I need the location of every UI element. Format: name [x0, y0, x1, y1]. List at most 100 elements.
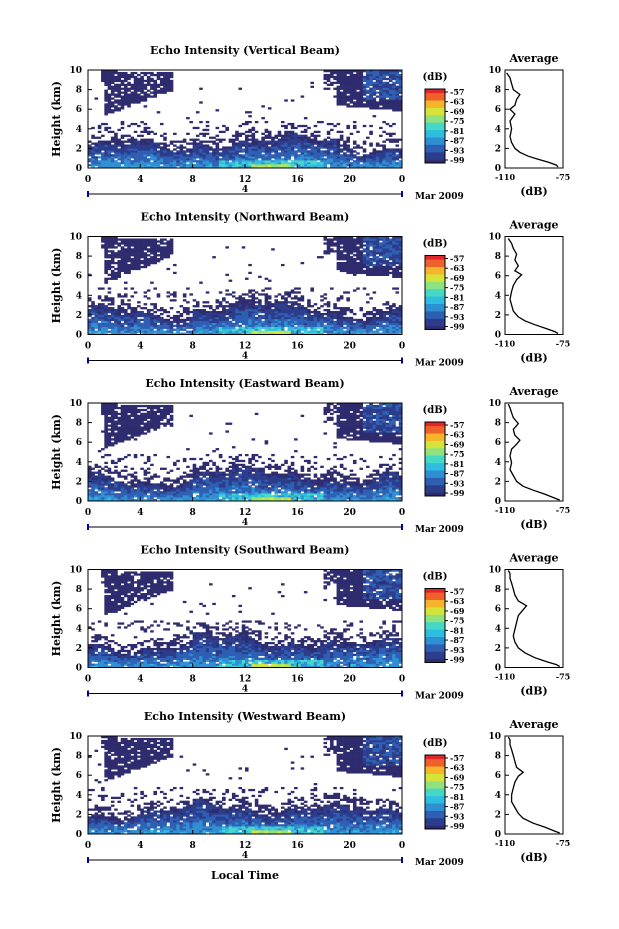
average-title: Average — [508, 385, 558, 398]
y-tick-label: 2 — [76, 144, 82, 154]
average-title: Average — [508, 718, 558, 731]
x-tick-label: 8 — [190, 675, 196, 685]
colorbar-label: (dB) — [423, 738, 448, 749]
x-tick-label: 4 — [137, 508, 143, 518]
average-y-tick-label: 10 — [488, 399, 501, 409]
average-y-tick-label: 8 — [495, 419, 501, 429]
average-y-tick-label: 0 — [495, 664, 501, 674]
colorbar-tick-label: -93 — [450, 645, 465, 655]
y-tick-label: 0 — [76, 664, 82, 674]
y-axis-label: Height (km) — [50, 414, 63, 490]
average-y-tick-label: 4 — [495, 291, 501, 301]
y-axis-label: Height (km) — [50, 248, 63, 324]
average-y-tick-label: 6 — [495, 438, 501, 448]
average-profile-line — [507, 238, 559, 335]
average-title: Average — [508, 52, 558, 65]
y-tick-label: 6 — [76, 605, 82, 615]
colorbar-tick-label: -69 — [450, 273, 465, 283]
x-tick-label: 0 — [399, 175, 405, 185]
x-tick-label: 8 — [190, 175, 196, 185]
x-tick-label: 16 — [291, 175, 304, 185]
y-tick-label: 10 — [69, 399, 82, 409]
x-tick-label: 20 — [343, 841, 356, 851]
colorbar-tick-label: -69 — [450, 606, 465, 616]
date-label: Mar 2009 — [415, 692, 464, 702]
colorbar-tick-label: -93 — [450, 478, 465, 488]
average-profile-line — [507, 736, 560, 834]
y-tick-label: 8 — [76, 752, 82, 762]
date-marker: 4 — [242, 851, 248, 861]
average-profile-line — [507, 403, 560, 501]
x-tick-label: 12 — [239, 175, 252, 185]
date-marker: 4 — [242, 185, 248, 195]
colorbar-frame — [424, 588, 446, 663]
panel-3: Echo Intensity (Eastward Beam) 0 2 4 6 8 10 0 4 8… — [50, 377, 570, 535]
colorbar-tick-label: -57 — [450, 753, 464, 763]
colorbar-frame — [424, 421, 446, 497]
colorbar-tick-label: -93 — [450, 312, 465, 322]
x-tick-label: 0 — [85, 675, 91, 685]
x-tick-label: 12 — [239, 508, 252, 518]
average-x-label: (dB) — [520, 185, 547, 198]
y-tick-label: 2 — [76, 644, 82, 654]
y-axis-label: Height (km) — [50, 747, 63, 823]
y-tick-label: 0 — [76, 331, 82, 341]
average-x-tick-label: -110 — [495, 672, 515, 682]
average-x-tick-label: -75 — [556, 505, 570, 515]
average-y-tick-label: 10 — [488, 233, 501, 243]
average-y-tick-label: 2 — [495, 644, 501, 654]
y-axis-label: Height (km) — [50, 581, 63, 657]
average-y-tick-label: 0 — [495, 331, 501, 341]
colorbar-tick-label: -99 — [450, 322, 465, 332]
colorbar-tick-label: -75 — [450, 116, 464, 126]
x-tick-label: 20 — [343, 175, 356, 185]
x-tick-label: 4 — [137, 675, 143, 685]
colorbar-tick-label: -57 — [450, 87, 464, 97]
x-tick-label: 0 — [399, 508, 405, 518]
y-tick-label: 6 — [76, 771, 82, 781]
colorbar — [424, 255, 446, 330]
average-frame — [504, 236, 564, 335]
x-tick-label: 0 — [85, 841, 91, 851]
colorbar-tick-label: -75 — [450, 616, 464, 626]
y-tick-label: 4 — [76, 291, 82, 301]
average-x-tick-label: -110 — [495, 838, 515, 848]
y-tick-label: 2 — [76, 311, 82, 321]
average-profile-line — [506, 72, 559, 168]
colorbar-tick-label: -75 — [450, 283, 464, 293]
average-y-tick-label: 4 — [495, 125, 501, 135]
y-tick-label: 4 — [76, 624, 82, 634]
average-y-tick-label: 8 — [495, 86, 501, 96]
x-tick-label: 20 — [343, 342, 356, 352]
average-x-label: (dB) — [520, 518, 547, 531]
colorbar-tick-label: -75 — [450, 782, 464, 792]
y-tick-label: 10 — [69, 566, 82, 576]
panel-title: Echo Intensity (Southward Beam) — [141, 544, 350, 557]
average-y-tick-label: 0 — [495, 497, 501, 507]
colorbar-tick-label: -99 — [450, 488, 465, 498]
colorbar-tick-label: -93 — [450, 145, 465, 155]
y-tick-label: 6 — [76, 105, 82, 115]
y-tick-label: 8 — [76, 419, 82, 429]
colorbar-tick-label: -87 — [450, 469, 464, 479]
heatmap — [88, 403, 403, 502]
x-tick-label: 16 — [291, 841, 304, 851]
average-x-tick-label: -75 — [556, 172, 570, 182]
colorbar — [424, 588, 446, 663]
y-tick-label: 0 — [76, 164, 82, 174]
average-y-tick-label: 4 — [495, 791, 501, 801]
x-tick-label: 12 — [239, 675, 252, 685]
x-tick-label: 4 — [137, 342, 143, 352]
colorbar-tick-label: -81 — [450, 459, 464, 469]
average-y-tick-label: 6 — [495, 771, 501, 781]
average-y-tick-label: 10 — [488, 66, 501, 76]
y-tick-label: 0 — [76, 497, 82, 507]
x-tick-label: 8 — [190, 342, 196, 352]
colorbar-tick-label: -69 — [450, 772, 465, 782]
average-y-tick-label: 2 — [495, 144, 501, 154]
x-tick-label: 16 — [291, 342, 304, 352]
y-tick-label: 2 — [76, 477, 82, 487]
average-y-tick-label: 10 — [488, 566, 501, 576]
colorbar-tick-label: -87 — [450, 802, 464, 812]
